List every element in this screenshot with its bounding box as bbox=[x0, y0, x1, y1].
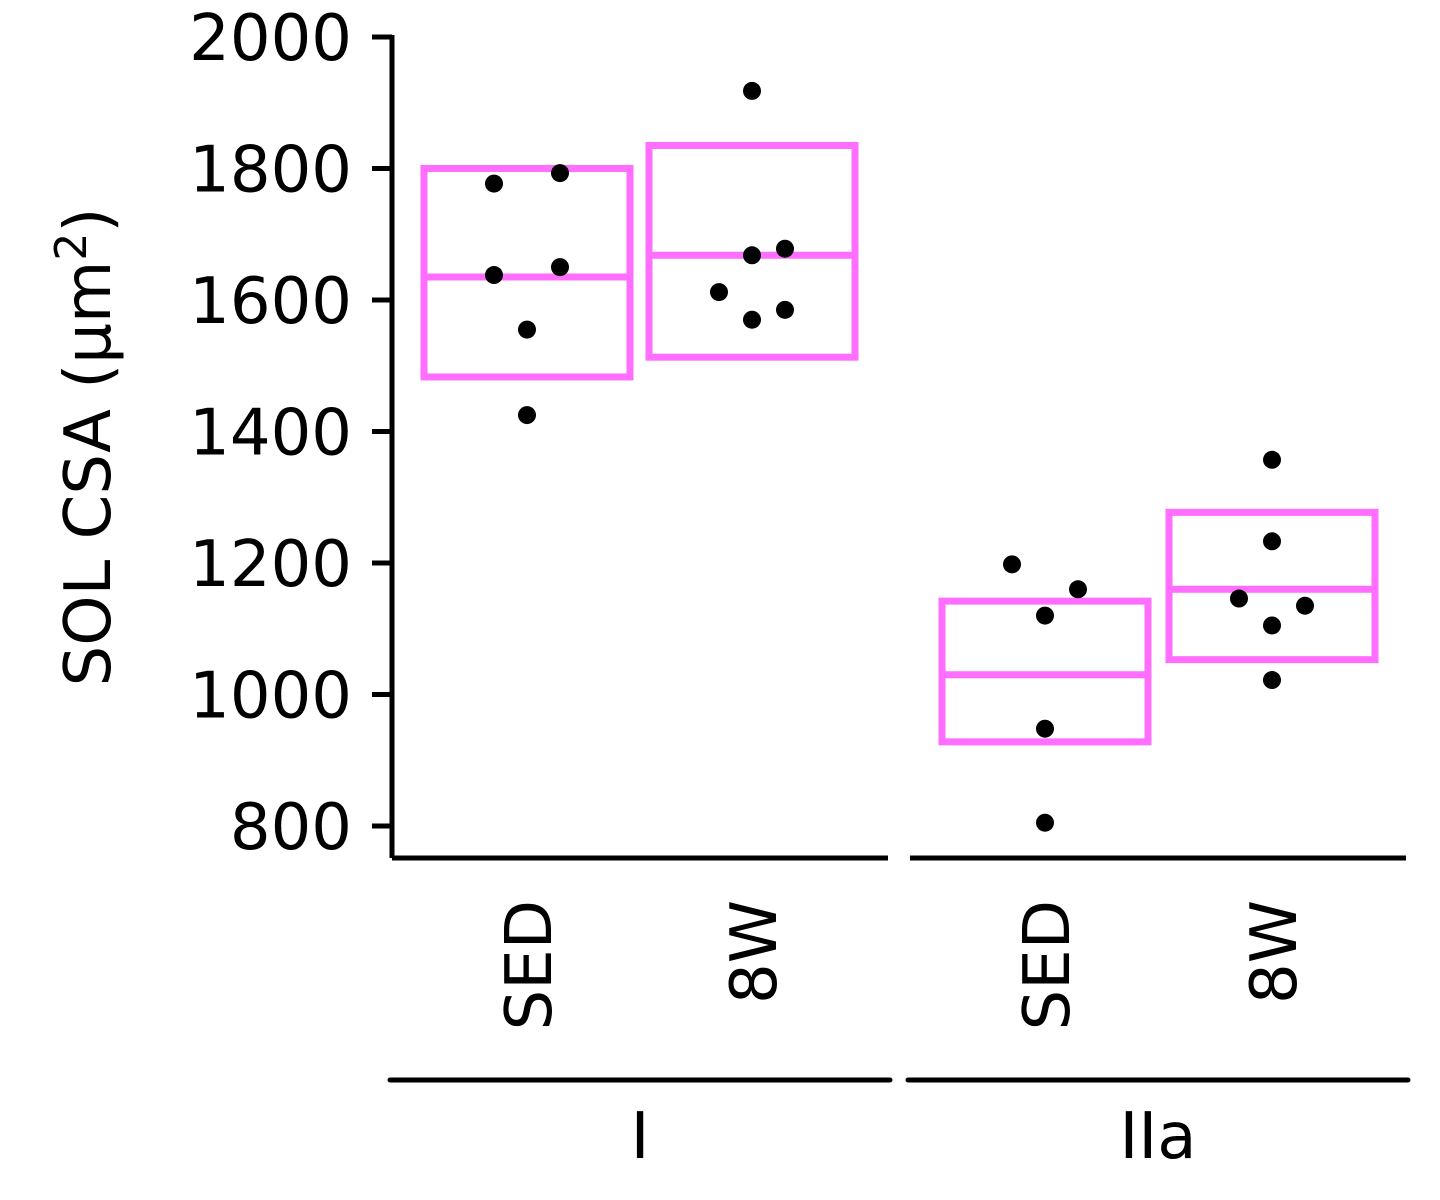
data-point bbox=[776, 300, 794, 319]
summary-box bbox=[645, 141, 859, 361]
y-axis-title: SOL CSA (µm2) bbox=[46, 208, 126, 687]
data-point bbox=[1036, 719, 1054, 738]
y-tick-label: 1200 bbox=[189, 528, 352, 602]
data-point bbox=[743, 81, 761, 100]
group-label: I bbox=[631, 1100, 650, 1174]
y-tick-label: 1400 bbox=[189, 397, 352, 471]
y-tick-label: 2000 bbox=[189, 2, 352, 76]
axis-labels: 800 1000 1200 1400 1600 1800 2000 I SED 8W IIa SED 8… bbox=[189, 2, 1312, 1174]
data-point bbox=[1296, 596, 1314, 615]
data-point bbox=[743, 246, 761, 265]
data-point bbox=[776, 239, 794, 258]
data-points bbox=[485, 81, 1314, 832]
data-point bbox=[1263, 671, 1281, 690]
data-point bbox=[551, 258, 569, 277]
data-point bbox=[1263, 532, 1281, 551]
y-tick-label: 1000 bbox=[189, 660, 352, 734]
data-point bbox=[1069, 580, 1087, 599]
summary-boxes bbox=[420, 141, 1379, 746]
data-point bbox=[743, 310, 761, 329]
y-axis-title-close: ) bbox=[52, 208, 126, 233]
data-point bbox=[1263, 450, 1281, 469]
data-point bbox=[1036, 606, 1054, 625]
y-tick-label: 800 bbox=[230, 791, 352, 865]
data-point bbox=[485, 174, 503, 193]
data-point bbox=[1263, 616, 1281, 635]
data-point bbox=[1230, 589, 1248, 608]
x-category-label: SED bbox=[493, 900, 567, 1030]
data-point bbox=[518, 320, 536, 339]
data-point bbox=[551, 164, 569, 183]
x-category-label: SED bbox=[1011, 900, 1085, 1030]
y-axis-title-base: SOL CSA (µm bbox=[52, 261, 126, 687]
x-category-label: 8W bbox=[718, 900, 792, 1004]
y-tick-label: 1600 bbox=[189, 265, 352, 339]
y-tick-label: 1800 bbox=[189, 134, 352, 208]
axes bbox=[372, 34, 1411, 1083]
data-point bbox=[518, 406, 536, 425]
data-point bbox=[710, 283, 728, 302]
summary-box bbox=[420, 165, 634, 381]
group-label: IIa bbox=[1120, 1100, 1197, 1174]
data-point bbox=[485, 266, 503, 285]
y-axis-title-superscript: 2 bbox=[46, 233, 97, 261]
data-point bbox=[1036, 813, 1054, 832]
data-point bbox=[1003, 555, 1021, 574]
x-category-label: 8W bbox=[1238, 900, 1312, 1004]
